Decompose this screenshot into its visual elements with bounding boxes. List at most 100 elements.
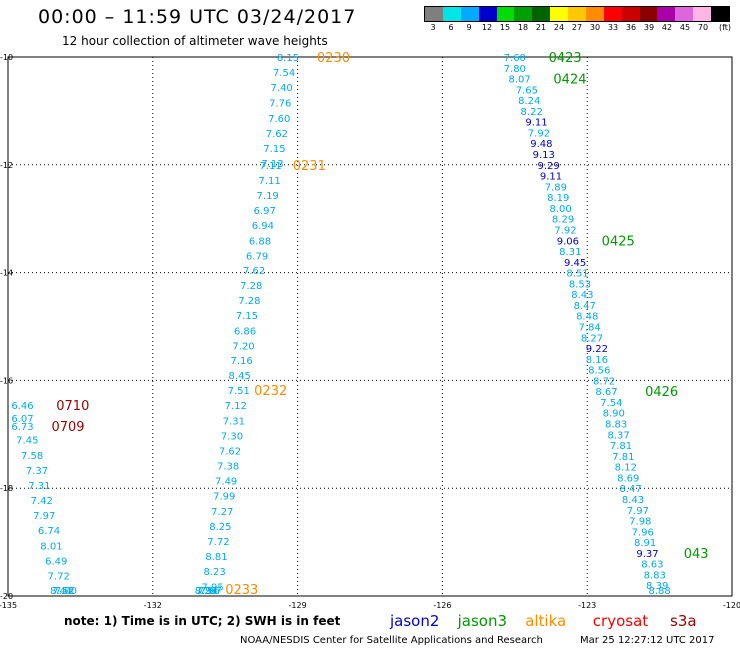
wave-height-value: 6.97 [254,206,276,217]
wave-height-value: 7.37 [26,466,48,477]
wave-height-value: 6.79 [246,251,268,262]
color-swatch [603,7,622,21]
wave-height-value: 7.27 [211,507,233,518]
wave-height-value: 7.11 [259,161,281,172]
color-scale-tick-label: 39 [643,23,655,32]
wave-height-value: 8.51 [566,269,588,280]
pass-time-label: 0233 [225,583,258,598]
lon-tick-label: -126 [433,601,451,610]
wave-height-value: 7.12 [225,401,247,412]
color-swatch [478,7,497,21]
wave-height-value: 7.97 [627,506,649,517]
wave-height-value: 7.30 [221,431,243,442]
satellite-legend-altika: altika [525,612,567,630]
color-swatch [568,7,586,21]
pass-time-label: 0710 [56,399,89,414]
lat-tick-label: -20 [0,592,13,601]
lat-tick-label: -16 [0,376,13,385]
wave-height-value: 7.20 [232,341,254,352]
wave-height-value: 7.13 [261,159,283,170]
color-scale-tick-label: 18 [517,23,529,32]
wave-height-value: 7.60 [504,53,526,64]
wave-height-value: 8.37 [607,430,629,441]
note-text: note: 1) Time is in UTC; 2) SWH is in fe… [64,614,341,628]
wave-height-value: 8.29 [552,215,574,226]
color-scale-tick-label: 3 [430,23,436,32]
pass-time-label: 043 [684,547,709,562]
wave-height-value: 8.23 [203,567,225,578]
color-scale-tick-label: 27 [571,23,583,32]
color-scale-tick-label: 15 [499,23,511,32]
color-swatch [657,7,676,21]
pass-time-label: 0231 [293,159,326,174]
color-scale-bar [424,6,730,22]
wave-height-value: 6.46 [11,401,33,412]
wave-height-value: 8.67 [595,387,617,398]
wave-height-value: 7.31 [28,481,50,492]
wave-height-value: 7.62 [219,446,241,457]
wave-height-value: 7.89 [545,182,567,193]
color-scale-tick-label: 12 [481,23,493,32]
color-scale-legend: 3 6 9 12 15 18 21 24 27 30 33 36 39 42 45 70 (ft) [424,6,731,32]
map-frame [7,56,733,597]
wave-height-value: 8.23 [195,586,217,597]
wave-height-value: 7.94 [196,586,218,597]
wave-height-value: 9.45 [564,258,586,269]
lon-tick-label: -129 [289,601,307,610]
color-swatch [496,7,515,21]
wave-height-value: 8.83 [644,570,666,581]
wave-height-value: 8.01 [40,541,62,552]
wave-height-value: 6.07 [11,414,33,425]
wave-height-value: 6.94 [252,221,274,232]
wave-height-value: 7.52 [52,586,74,597]
lat-tick-label: -12 [0,161,13,170]
generation-timestamp: Mar 25 12:27:12 UTC 2017 [580,635,715,646]
satellite-legend-s3a: s3a [670,612,697,630]
wave-height-value: 6.86 [234,326,256,337]
wave-height-value: 9.11 [540,172,562,183]
lon-tick-label: -123 [578,601,596,610]
satellite-legend-jason2: jason2 [390,612,440,630]
color-scale-tick-label: 6 [448,23,454,32]
wave-height-value: 8.56 [588,366,610,377]
wave-height-value: 8.43 [622,495,644,506]
wave-height-value: 7.96 [632,527,654,538]
wave-height-value: 8.83 [605,420,627,431]
color-scale-tick-label: 45 [679,23,691,32]
wave-height-value: 7.28 [240,281,262,292]
lon-tick-label: -132 [144,601,162,610]
wave-height-value: 8.48 [576,312,598,323]
color-scale-tick-label: 70 [697,23,709,32]
color-swatch [550,7,568,21]
color-swatch [693,7,711,21]
wave-height-value: 7.15 [263,144,285,155]
color-scale-tick-label: 24 [553,23,565,32]
wave-height-value: 7.11 [258,176,280,187]
wave-height-value: 7.54 [273,68,295,79]
wave-height-value: 8.15 [277,53,299,64]
wave-height-value: 6.74 [38,526,60,537]
wave-height-value: 7.31 [223,416,245,427]
wave-height-value: 8.81 [205,552,227,563]
wave-height-value: 9.11 [525,118,547,129]
wave-height-value: 8.24 [518,96,540,107]
wave-height-value: 8.31 [559,247,581,258]
lon-tick-label: -120 [723,601,740,610]
wave-height-value: 7.28 [238,296,260,307]
lon-tick-label: -135 [0,601,17,610]
wave-height-value: 7.65 [516,85,538,96]
color-swatch [460,7,479,21]
wave-height-value: 6.88 [249,236,271,247]
color-swatch [711,7,729,21]
wave-height-value: 8.16 [586,355,608,366]
wave-height-value: 7.16 [230,356,252,367]
wave-height-value: 7.45 [16,436,38,447]
wave-height-value: 8.69 [617,473,639,484]
wave-height-value: 7.76 [269,98,291,109]
wave-height-value: 8.22 [521,107,543,118]
wave-height-value: 8.07 [508,75,530,86]
wave-height-value: 8.39 [646,581,668,592]
wave-height-value: 8.72 [593,376,615,387]
wave-height-value: 7.42 [31,496,53,507]
